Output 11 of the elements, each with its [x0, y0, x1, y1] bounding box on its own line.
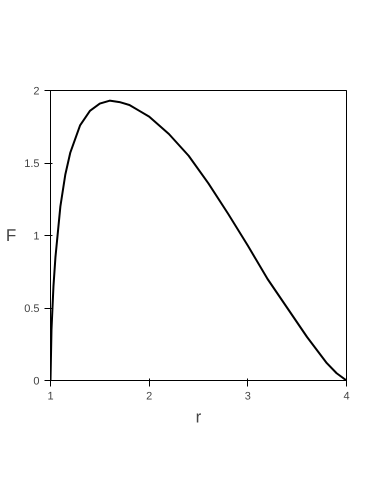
- x-tick-label: 3: [244, 390, 251, 402]
- x-tick-label: 2: [146, 390, 152, 402]
- y-axis-title: F: [6, 226, 16, 245]
- x-tick-label: 4: [343, 390, 350, 402]
- y-tick-label: 2: [33, 86, 40, 98]
- y-tick-label: 0.5: [24, 303, 40, 315]
- y-tick-label: 1: [33, 230, 40, 242]
- y-tick-label: 1.5: [24, 158, 40, 170]
- x-axis-title: r: [196, 408, 202, 426]
- x-tick-label: 1: [47, 390, 54, 402]
- y-tick-label: 0: [33, 376, 40, 388]
